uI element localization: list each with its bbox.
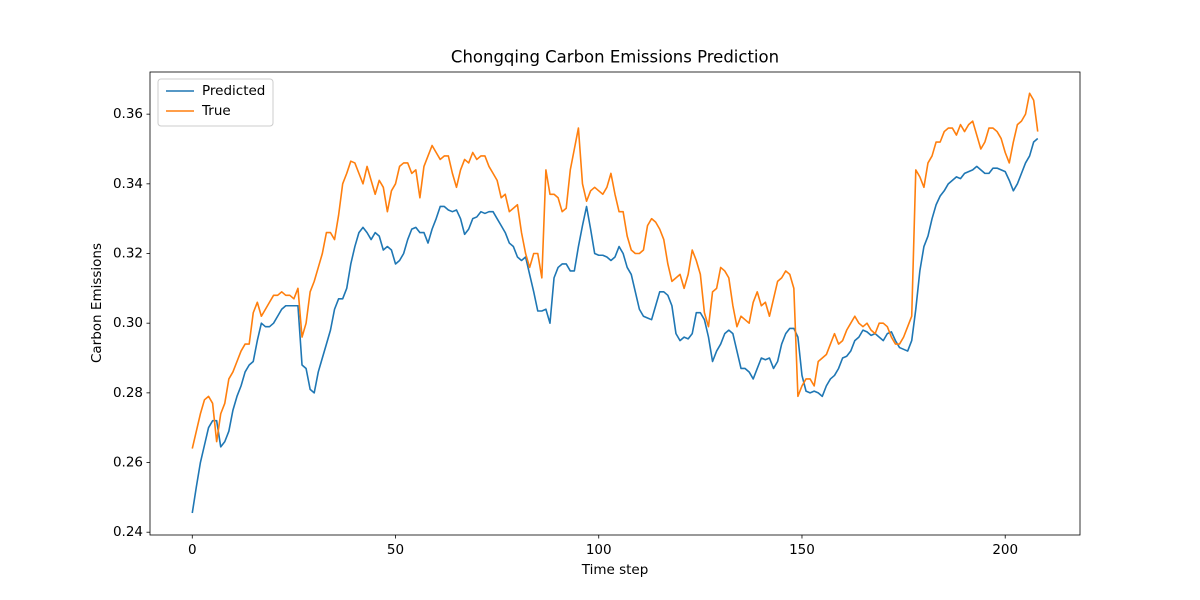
series-line bbox=[191, 137, 1039, 514]
legend-label: Predicted bbox=[202, 83, 265, 99]
x-axis-label: Time step bbox=[581, 562, 649, 578]
y-tick-label: 0.26 bbox=[113, 455, 143, 471]
y-tick-label: 0.24 bbox=[113, 524, 143, 540]
y-tick-label: 0.30 bbox=[113, 315, 143, 331]
series-line bbox=[191, 92, 1039, 449]
x-tick-label: 100 bbox=[586, 542, 612, 558]
legend-label: True bbox=[201, 103, 231, 119]
y-tick-label: 0.36 bbox=[113, 106, 143, 122]
y-tick-label: 0.32 bbox=[113, 246, 143, 262]
x-tick-label: 150 bbox=[789, 542, 815, 558]
x-tick-label: 0 bbox=[188, 542, 197, 558]
y-tick-label: 0.34 bbox=[113, 176, 143, 192]
chart-title: Chongqing Carbon Emissions Prediction bbox=[451, 48, 779, 67]
x-tick-label: 50 bbox=[387, 542, 404, 558]
y-axis-label: Carbon Emissions bbox=[89, 243, 105, 363]
x-tick-label: 200 bbox=[992, 542, 1018, 558]
y-tick-label: 0.28 bbox=[113, 385, 143, 401]
plot-frame bbox=[149, 71, 1081, 536]
